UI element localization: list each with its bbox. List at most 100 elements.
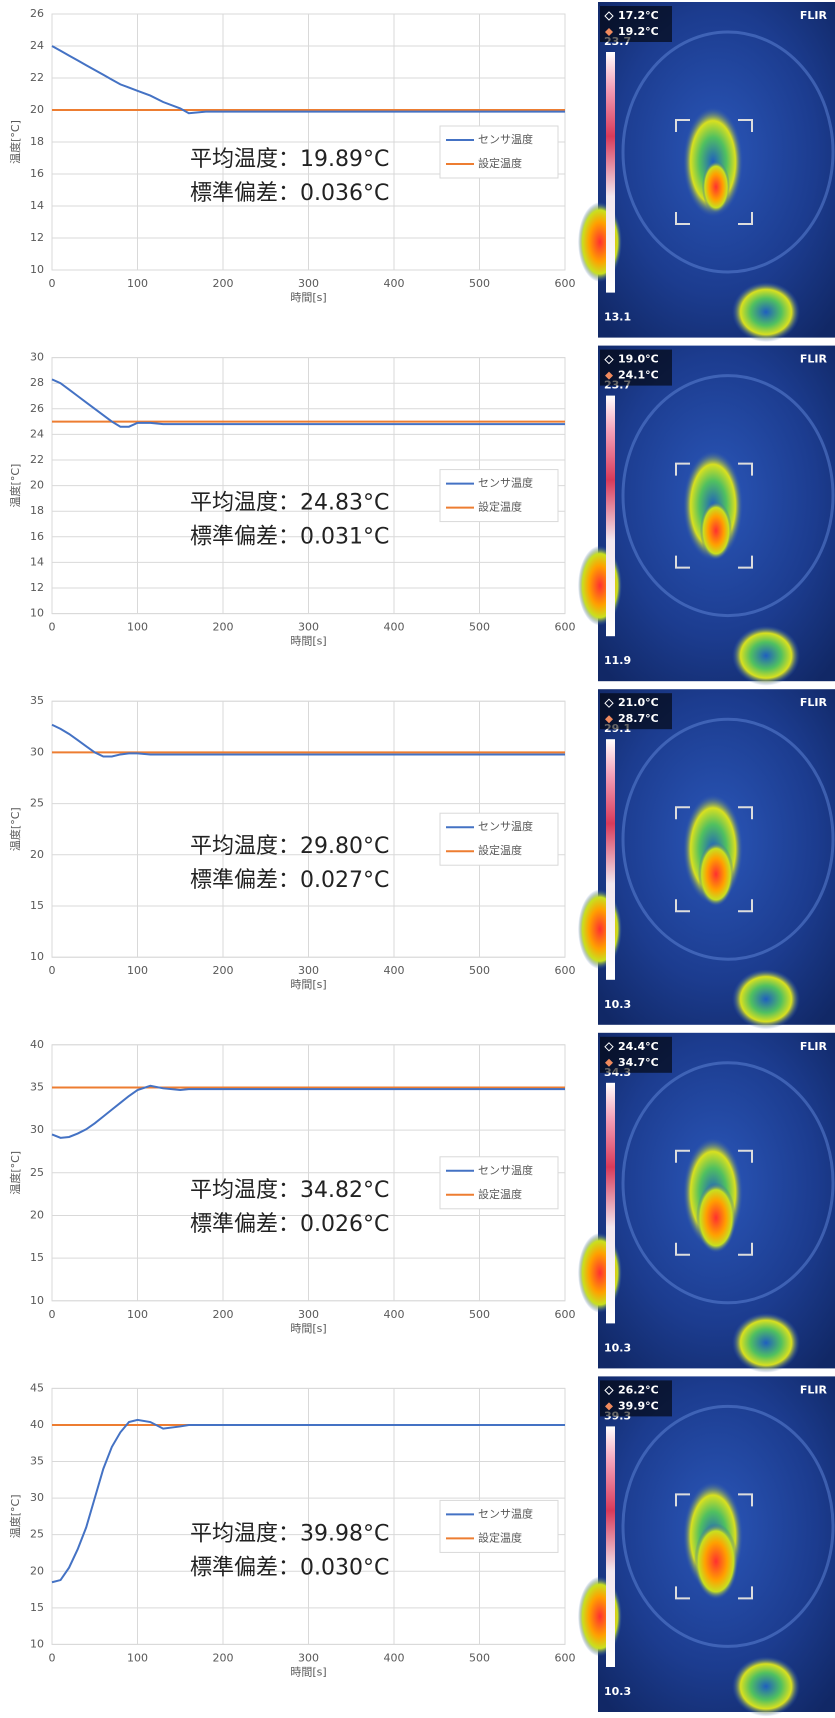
legend-label: センサ温度 [478,1163,533,1177]
y-tick-label: 35 [30,1080,44,1093]
min-marker-icon [604,1042,614,1052]
data-line [51,723,565,758]
max-marker-icon [605,28,613,36]
max-marker-icon [605,371,613,380]
x-tick-label: 0 [49,1651,56,1664]
y-tick-label: 10 [30,950,44,963]
thermal-edge-blob [578,1576,622,1657]
y-tick-label: 16 [30,167,44,180]
x-tick-label: 400 [384,277,405,290]
x-tick-label: 600 [555,1651,576,1664]
thermal-bottom-blob [732,969,800,1030]
y-axis-label: 温度[°C] [8,464,22,508]
color-bar [606,1082,615,1324]
y-axis-label: 温度[°C] [8,807,22,851]
legend-label: センサ温度 [478,819,533,833]
y-tick-label: 30 [30,351,44,364]
thermal-ring [621,1404,835,1648]
y-tick-label: 10 [30,1637,44,1650]
x-tick-label: 200 [213,964,234,977]
annotation: 標準偏差：0.036°C [190,181,389,206]
x-tick-label: 300 [298,621,319,634]
legend-label: 設定温度 [478,156,522,170]
x-tick-label: 0 [49,277,56,290]
y-tick-label: 18 [30,135,44,148]
marker-panel [600,693,672,730]
marker-panel [600,1036,672,1073]
legend-label: センサ温度 [478,132,533,146]
y-tick-label: 25 [30,1528,44,1541]
thermal-frame [675,119,753,225]
brand-logo: FLIR [800,1383,828,1396]
max-marker-icon [605,1402,613,1411]
y-tick-label: 15 [30,1601,44,1614]
y-tick-label: 20 [30,848,44,861]
x-tick-label: 600 [555,1308,576,1321]
thermal-ring [621,30,835,274]
thermal-hot-spot [700,501,732,560]
thermal-bottom-blob [732,282,800,342]
marker-panel [600,6,672,42]
annotation: 平均温度：29.80°C [190,834,389,859]
y-tick-label: 20 [30,479,44,492]
legend-box [439,1156,559,1210]
data-line [51,45,565,115]
y-tick-label: 20 [30,1564,44,1577]
x-tick-label: 300 [298,964,319,977]
x-axis-label: 時間[s] [290,1322,326,1335]
y-tick-label: 14 [30,199,44,212]
x-tick-label: 100 [127,1308,148,1321]
min-marker: 26.2°C [618,1383,659,1396]
data-line [51,1418,565,1584]
y-tick-label: 30 [30,1123,44,1136]
color-bar [606,395,615,637]
y-tick-label: 40 [30,1038,44,1051]
scale-min: 10.3 [604,998,631,1011]
legend-label: 設定温度 [478,500,522,514]
min-marker: 17.2°C [618,9,659,22]
x-axis-label: 時間[s] [290,291,326,304]
x-tick-label: 200 [213,277,234,290]
max-marker: 24.1°C [618,369,659,382]
y-tick-label: 35 [30,1455,44,1468]
x-tick-label: 0 [49,964,56,977]
thermal-bottom-blob [732,1656,800,1717]
thermal-hot-spot [698,842,734,907]
y-tick-label: 30 [30,1491,44,1504]
x-tick-label: 400 [384,1651,405,1664]
thermal-frame [675,1493,753,1600]
x-tick-label: 0 [49,621,56,634]
min-marker-icon [604,1385,614,1396]
x-tick-label: 0 [49,1308,56,1321]
color-bar [606,52,615,293]
x-tick-label: 300 [298,277,319,290]
y-tick-label: 12 [30,231,44,244]
brand-logo: FLIR [800,1040,828,1053]
min-marker-icon [604,698,614,708]
min-marker-icon [604,11,614,21]
y-tick-label: 26 [30,402,44,415]
brand-logo: FLIR [800,353,828,366]
thermal-ring [621,1061,835,1305]
min-marker: 19.0°C [618,353,659,366]
thermal-hot-spot [702,161,730,213]
annotation: 平均温度：19.89°C [190,147,389,172]
scale-min: 13.1 [604,311,631,324]
x-tick-label: 100 [127,1651,148,1664]
legend-label: センサ温度 [478,1506,533,1520]
y-tick-label: 14 [30,555,44,568]
y-tick-label: 10 [30,1294,44,1307]
y-tick-label: 22 [30,71,44,84]
x-tick-label: 600 [555,277,576,290]
y-tick-label: 35 [30,694,44,707]
min-marker: 21.0°C [618,696,659,709]
color-bar [606,739,615,980]
y-tick-label: 24 [30,39,44,52]
thermal-ring [621,717,835,961]
x-tick-label: 200 [213,621,234,634]
y-tick-label: 30 [30,745,44,758]
thermal-frame [675,462,753,569]
